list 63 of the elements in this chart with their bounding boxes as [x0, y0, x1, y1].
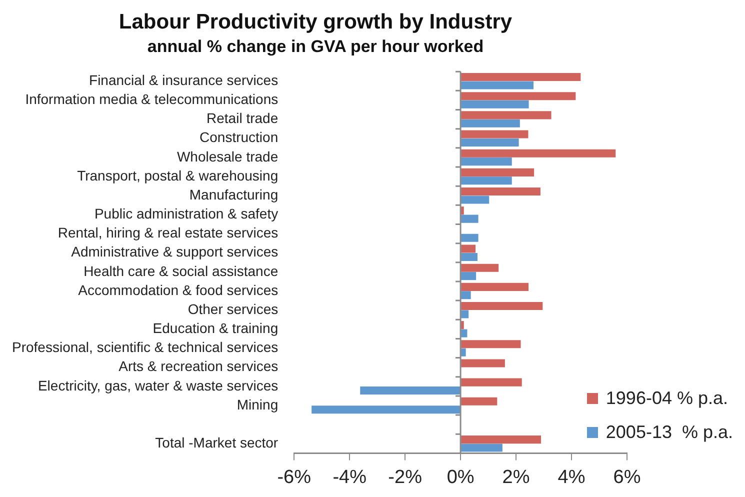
x-tick-label: 0% [446, 466, 474, 488]
y-tick-label: Mining [236, 396, 278, 412]
y-tick-label: Other services [188, 300, 278, 317]
bar [461, 234, 478, 242]
bar [461, 100, 529, 108]
bar [461, 282, 529, 291]
bar [461, 188, 540, 196]
x-tick-label: -6% [277, 466, 312, 488]
y-tick-label: Construction [200, 129, 278, 146]
bar [461, 176, 512, 185]
x-tick-label: 4% [558, 466, 586, 488]
bar [461, 378, 522, 386]
bar [312, 406, 460, 414]
bar [461, 359, 505, 368]
bar [461, 436, 542, 444]
legend-label: 1996-04 % p.a. [606, 387, 728, 410]
bar [461, 244, 476, 253]
y-tick-label: Retail trade [206, 110, 278, 126]
bar [461, 158, 512, 166]
bar [461, 291, 471, 300]
bar [461, 92, 576, 100]
y-tick-label: Rental, hiring & real estate services [58, 224, 278, 241]
y-tick-label: Transport, postal & warehousing [77, 167, 278, 184]
bar [461, 302, 543, 310]
y-tick-label: Public administration & safety [94, 206, 278, 222]
y-tick-label: Administrative & support services [71, 244, 278, 260]
y-tick-label: Manufacturing [189, 186, 278, 202]
y-tick-label: Financial & insurance services [89, 72, 278, 88]
bar [461, 111, 552, 120]
y-tick-label: Accommodation & food services [78, 282, 278, 298]
y-tick-label: Arts & recreation services [118, 358, 278, 374]
bar [461, 272, 476, 280]
y-tick-label: Health care & social assistance [84, 262, 278, 279]
x-tick-label: -4% [332, 466, 367, 488]
x-tick-label: -2% [388, 466, 422, 488]
bar [461, 119, 520, 128]
legend-label: 2005-13 % p.a. [606, 421, 733, 444]
bar [461, 81, 534, 90]
y-tick-label: Professional, scientific & technical services [12, 339, 278, 356]
bar [461, 214, 478, 223]
y-tick-label: Wholesale trade [176, 148, 278, 164]
bar [461, 444, 502, 452]
y-tick-label: Information media & telecommunications [25, 91, 278, 108]
chart-subtitle: annual % change in GVA per hour worked [147, 37, 484, 56]
y-tick-label: Total -Market sector [155, 434, 278, 451]
bar [461, 149, 616, 158]
bar [461, 264, 499, 272]
bar [461, 138, 519, 147]
x-tick-label: 6% [613, 466, 641, 488]
y-tick-label: Education & training [152, 320, 278, 336]
bar [360, 386, 460, 395]
x-tick-label: 2% [502, 466, 530, 488]
bar [461, 73, 581, 82]
bar [461, 310, 469, 318]
bar [461, 348, 466, 356]
bar [461, 397, 498, 406]
bar [461, 196, 490, 204]
chart-title: Labour Productivity growth by Industry [118, 10, 512, 34]
bar [461, 168, 534, 176]
y-tick-label: Electricity, gas, water & waste services [38, 377, 278, 394]
bar [461, 252, 478, 261]
bar [461, 130, 528, 138]
bar [461, 340, 521, 348]
